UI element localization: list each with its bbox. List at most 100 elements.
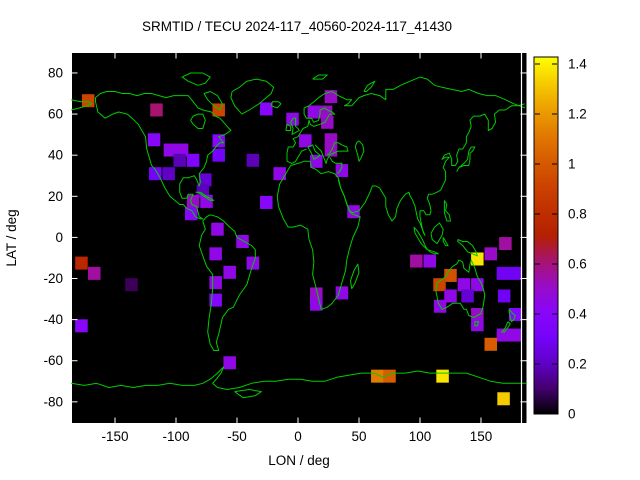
heatmap-cell — [211, 222, 224, 236]
heatmap-cell — [186, 194, 200, 208]
heatmap-cell — [209, 247, 222, 261]
heatmap-cell — [209, 293, 222, 307]
y-tick-label: -60 — [43, 353, 63, 368]
heatmap-cell — [508, 307, 522, 321]
heatmap-cell — [186, 153, 200, 167]
y-tick-label: -20 — [43, 271, 63, 286]
coastlines-layer — [70, 72, 527, 399]
heatmap-cell — [497, 392, 510, 406]
heatmap-cell — [457, 278, 471, 292]
x-axis-title: LON / deg — [268, 453, 330, 468]
coastline — [350, 263, 360, 290]
coastline — [442, 237, 449, 247]
y-tick-label: 20 — [48, 189, 63, 204]
heatmap-cell — [260, 102, 273, 116]
heatmap-cell — [497, 289, 511, 303]
coastline — [456, 146, 476, 172]
coastline — [430, 222, 444, 245]
heatmap-cell — [335, 164, 349, 178]
coastline — [435, 259, 486, 319]
y-tick-label: -80 — [43, 394, 63, 409]
coastline — [363, 80, 376, 92]
heatmap-cell — [321, 115, 334, 129]
x-tick-label: -50 — [227, 429, 247, 444]
heatmap-cell — [212, 103, 225, 117]
y-tick-label: 0 — [55, 230, 63, 245]
heatmap-cells-layer — [75, 90, 522, 406]
heatmap-cell — [125, 278, 138, 292]
colorbar-tick-label: 1 — [568, 157, 576, 172]
heatmap-cell — [209, 276, 222, 290]
colorbar — [533, 56, 559, 415]
x-tick-label: 0 — [294, 429, 302, 444]
x-tick-label: -100 — [162, 429, 189, 444]
colorbar-tick-label: 0 — [568, 407, 576, 422]
coastline — [270, 101, 282, 109]
heatmap-cell — [461, 289, 474, 303]
heatmap-cell — [307, 105, 321, 119]
heatmap-cell — [246, 256, 260, 270]
heatmap-cell — [175, 143, 189, 157]
heatmap-cell — [410, 254, 423, 268]
heatmap-cell — [335, 286, 349, 300]
heatmap-cell — [299, 134, 312, 148]
colorbar-tick-label: 0.8 — [568, 207, 587, 222]
heatmap-cell — [508, 266, 522, 280]
heatmap-cell — [162, 167, 175, 181]
coastline — [474, 321, 480, 327]
coastline — [71, 366, 527, 390]
heatmap-cell — [444, 289, 457, 303]
coastline — [508, 308, 516, 323]
y-tick-label: 80 — [48, 65, 63, 80]
coastline — [285, 123, 292, 131]
heatmap-cell — [496, 266, 510, 280]
coastline — [70, 99, 93, 111]
colorbar-tick-label: 0.6 — [568, 257, 587, 272]
heatmap-cell — [212, 148, 225, 162]
heatmap-cell — [246, 153, 260, 167]
coastline — [314, 142, 349, 164]
coastline — [234, 389, 262, 399]
plot-area — [72, 53, 527, 423]
coastline — [286, 76, 526, 162]
heatmap-cell — [163, 143, 177, 157]
coastline — [95, 91, 232, 220]
heatmap-cell — [310, 154, 323, 168]
heatmap-cell — [212, 134, 225, 148]
colorbar-tick-label: 1.4 — [568, 57, 587, 72]
heatmap-cell — [223, 356, 236, 370]
heatmap-cell — [75, 256, 88, 270]
heatmap-cell — [236, 235, 249, 249]
coastline — [307, 144, 321, 160]
colorbar-ticks-layer — [535, 63, 557, 415]
heatmap-cell — [310, 287, 323, 301]
coastline — [501, 321, 511, 333]
heatmap-cell — [436, 369, 449, 383]
x-tick-label: 50 — [351, 429, 366, 444]
y-tick-label: 60 — [48, 107, 63, 122]
coastline — [276, 160, 361, 310]
x-tick-label: -150 — [101, 429, 128, 444]
coastline — [312, 74, 328, 80]
colorbar-labels-layer: 0 0.2 0.4 0.6 0.8 1 1.2 1.4 — [568, 57, 587, 422]
coastline — [190, 113, 206, 129]
y-axis-title: LAT / deg — [4, 209, 19, 266]
heatmap-cell — [471, 252, 484, 266]
coastline — [337, 103, 526, 236]
coastline — [443, 200, 451, 222]
heatmap-cell — [223, 265, 236, 279]
colorbar-tick-label: 0.2 — [568, 357, 587, 372]
heatmap-cell — [423, 254, 437, 268]
axis-tick-labels-layer: -150 -100 -50 0 50 100 150 80 60 40 20 0 -20 -40 -60 -8… — [43, 65, 492, 444]
heatmap-cell — [496, 328, 510, 342]
coastline — [195, 191, 215, 201]
coastline — [457, 239, 478, 257]
heatmap-cell — [173, 153, 186, 167]
heatmap-cell — [508, 328, 522, 342]
colorbar-tick-label: 0.4 — [568, 307, 587, 322]
heatmap-cell — [75, 319, 88, 333]
heatmap-cell — [88, 266, 101, 280]
heatmap-cell — [347, 205, 360, 219]
heatmap-cell — [149, 167, 162, 181]
